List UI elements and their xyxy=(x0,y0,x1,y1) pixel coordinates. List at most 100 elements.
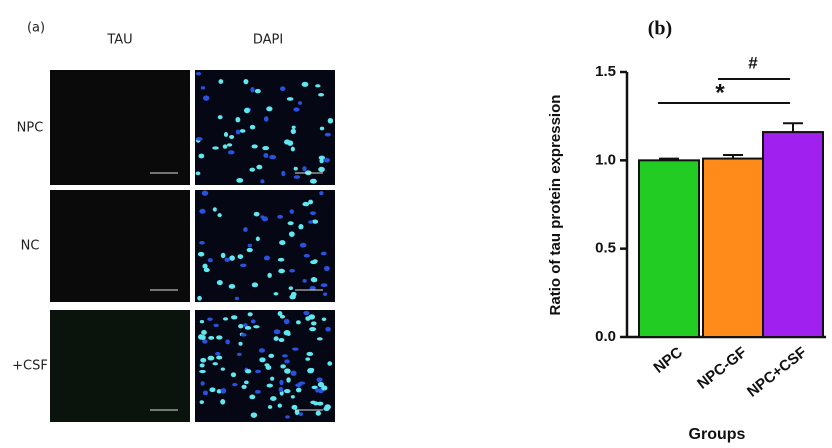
nucleus xyxy=(238,341,243,346)
nucleus xyxy=(208,335,215,340)
nucleus xyxy=(244,326,252,330)
nucleus xyxy=(239,129,246,133)
nucleus xyxy=(284,389,291,394)
nucleus xyxy=(315,388,320,393)
y-tick-label: 0.0 xyxy=(595,328,616,345)
nucleus xyxy=(200,357,207,363)
nucleus xyxy=(199,241,205,245)
bar xyxy=(638,159,700,338)
nucleus xyxy=(289,294,296,300)
nucleus xyxy=(228,284,236,289)
nucleus xyxy=(216,389,222,394)
nucleus xyxy=(202,339,208,344)
nucleus xyxy=(320,251,327,256)
nucleus xyxy=(243,78,249,85)
nucleus xyxy=(309,285,316,291)
nucleus xyxy=(213,323,219,328)
nucleus xyxy=(246,247,253,253)
nucleus xyxy=(212,146,219,150)
nucleus xyxy=(306,351,314,357)
nucleus xyxy=(278,338,285,343)
nucleus xyxy=(230,372,237,378)
nucleus xyxy=(307,367,314,374)
nucleus xyxy=(292,347,299,351)
nucleus xyxy=(308,314,316,320)
nucleus xyxy=(259,357,266,363)
nucleus xyxy=(255,369,261,374)
nucleus xyxy=(217,115,223,120)
nucleus xyxy=(288,231,295,237)
nucleus xyxy=(195,71,202,76)
tau-image xyxy=(50,310,190,422)
nucleus xyxy=(315,84,321,88)
nucleus xyxy=(319,191,324,196)
nucleus xyxy=(220,252,226,259)
nucleus xyxy=(316,377,323,383)
nucleus xyxy=(324,265,330,271)
nucleus xyxy=(290,146,295,152)
nucleus xyxy=(323,406,330,411)
nucleus xyxy=(302,278,307,283)
nucleus xyxy=(251,144,258,149)
nucleus xyxy=(269,154,277,160)
nucleus xyxy=(290,395,295,399)
nucleus xyxy=(285,415,290,419)
nucleus xyxy=(298,381,306,385)
nucleus xyxy=(323,158,330,163)
nucleus xyxy=(239,263,247,268)
nucleus xyxy=(195,137,203,141)
nucleus xyxy=(202,95,210,101)
nucleus xyxy=(230,315,238,320)
nucleus xyxy=(201,330,207,335)
nucleus xyxy=(258,348,266,353)
dapi-image xyxy=(195,70,335,185)
nucleus xyxy=(277,403,282,408)
x-tick-label: NPC+CSF xyxy=(744,344,810,401)
micrographs xyxy=(50,70,335,422)
nucleus xyxy=(308,199,314,205)
nucleus xyxy=(216,280,223,286)
nucleus xyxy=(236,178,244,183)
nucleus xyxy=(263,116,269,122)
nucleus xyxy=(273,329,281,335)
nucleus xyxy=(278,268,285,274)
nucleus xyxy=(207,355,215,361)
nucleus xyxy=(273,292,279,296)
nucleus xyxy=(295,320,301,325)
nucleus xyxy=(309,211,317,215)
nucleus xyxy=(234,296,239,301)
nucleus xyxy=(270,376,275,381)
nucleus xyxy=(302,201,310,207)
nucleus xyxy=(284,139,291,145)
nucleus xyxy=(217,213,222,218)
bar xyxy=(702,157,764,338)
nucleus xyxy=(249,394,256,400)
nucleus xyxy=(305,357,311,361)
nucleus xyxy=(295,387,302,393)
nucleus xyxy=(283,318,290,325)
nucleus xyxy=(319,126,325,131)
nucleus xyxy=(325,326,331,332)
y-tick-label: 1.0 xyxy=(595,151,616,168)
x-tick-label: NPC xyxy=(650,344,686,377)
nucleus xyxy=(303,253,310,258)
nucleus xyxy=(199,363,205,368)
nucleus xyxy=(232,383,238,387)
nucleus xyxy=(247,312,253,317)
nucleus xyxy=(224,257,231,262)
nucleus xyxy=(278,386,284,393)
nucleus xyxy=(311,276,317,282)
nucleus xyxy=(294,409,300,416)
nucleus xyxy=(235,129,241,135)
nucleus xyxy=(311,385,318,390)
nucleus xyxy=(327,361,333,366)
nucleus xyxy=(254,88,261,94)
nucleus xyxy=(279,379,284,386)
nucleus xyxy=(197,251,205,257)
nucleus xyxy=(201,190,209,196)
nucleus xyxy=(319,158,324,164)
nucleus xyxy=(254,389,261,394)
nucleus xyxy=(243,227,248,232)
row-label: NPC xyxy=(17,121,44,136)
nucleus xyxy=(277,311,283,317)
